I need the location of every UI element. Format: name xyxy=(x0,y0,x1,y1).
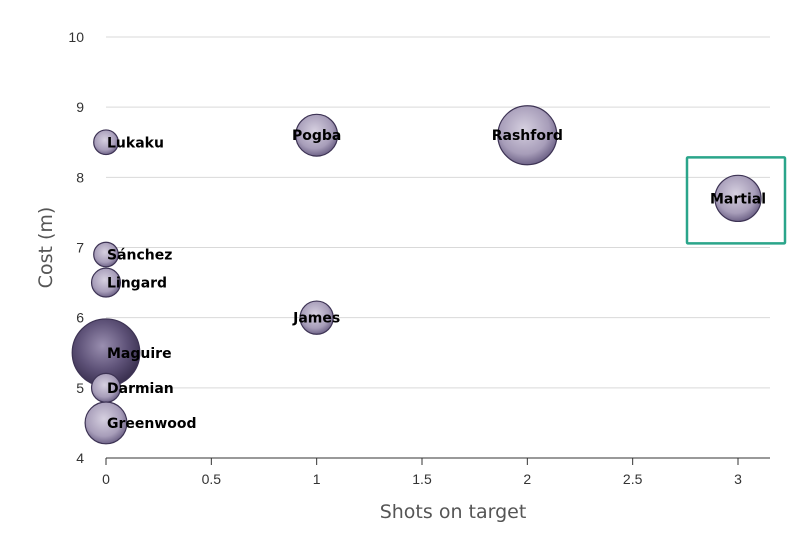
bubble-pogba[interactable] xyxy=(295,113,339,157)
axes: 4 5 6 7 8 9 10 0 0.5 1 1.5 2 2.5 3 xyxy=(68,29,770,487)
bubble-label: Maguire xyxy=(107,346,172,362)
x-tick-label: 2.5 xyxy=(623,471,643,487)
bubble-james[interactable] xyxy=(299,300,334,335)
bubble-label: Lukaku xyxy=(107,135,164,151)
y-tick-label: 6 xyxy=(76,310,84,326)
y-tick-label: 10 xyxy=(68,29,84,45)
y-tick-label: 9 xyxy=(76,99,84,115)
x-tick-label: 1 xyxy=(313,471,321,487)
bubble-label: Greenwood xyxy=(107,416,197,432)
bubble-label: Pogba xyxy=(292,128,341,144)
gridlines xyxy=(106,36,770,389)
bubble-greenwood[interactable] xyxy=(84,401,128,445)
bubble-rashford[interactable] xyxy=(497,105,558,166)
bubbles xyxy=(71,105,762,445)
bubble-lukaku[interactable] xyxy=(93,129,119,156)
bubble-label: Sánchez xyxy=(107,248,172,264)
bubble-label: Rashford xyxy=(492,128,563,144)
x-tick-label: 1.5 xyxy=(412,471,432,487)
y-axis-title: Cost (m) xyxy=(35,207,57,289)
highlight-box xyxy=(685,156,787,245)
bubble-label: James xyxy=(292,311,340,327)
x-tick-label: 3 xyxy=(734,471,742,487)
y-tick-label: 4 xyxy=(76,450,84,466)
y-tick-label: 7 xyxy=(76,240,84,256)
bubble-martial[interactable] xyxy=(714,174,762,223)
x-tick-label: 2 xyxy=(523,471,531,487)
bubble-lingard[interactable] xyxy=(90,267,122,298)
x-axis-title: Shots on target xyxy=(380,501,527,523)
bubble-labels: Lukaku Pogba Rashford Martial Sánchez Lingard… xyxy=(107,128,787,432)
bubble-label: Darmian xyxy=(107,381,174,397)
x-tick-label: 0 xyxy=(102,471,110,487)
y-tick-label: 5 xyxy=(76,380,84,396)
y-tick-label: 8 xyxy=(76,169,84,185)
x-tick-label: 0.5 xyxy=(202,471,222,487)
bubble-label: Martial xyxy=(710,191,766,207)
bubble-sanchez[interactable] xyxy=(93,241,119,268)
bubble-label: Lingard xyxy=(107,276,167,292)
